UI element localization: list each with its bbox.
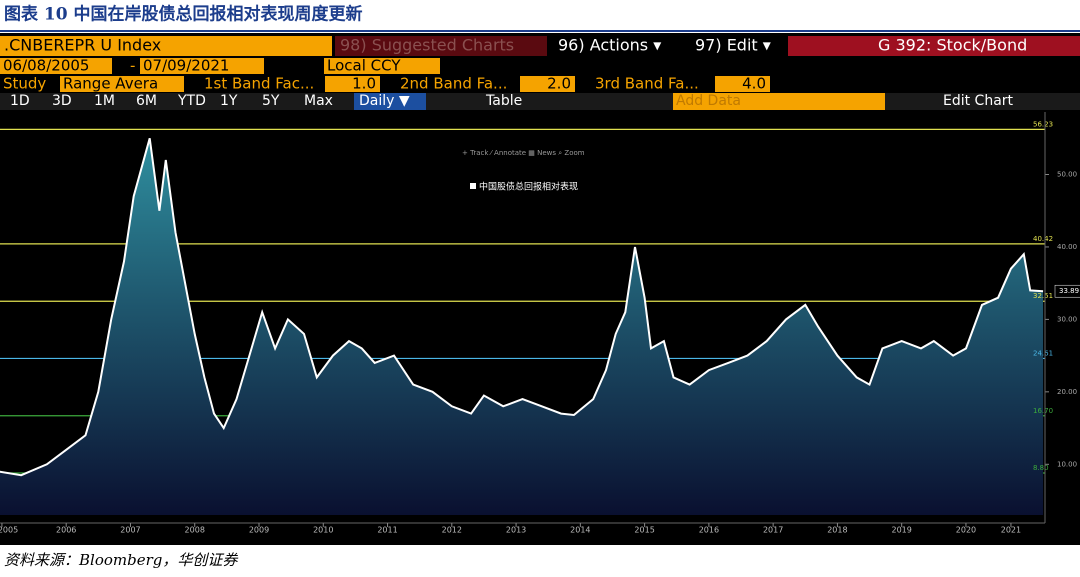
band-label: 1st Band Fac... <box>204 75 314 93</box>
band-label: 32.51 <box>1033 292 1053 300</box>
x-tick-label: 2007 <box>120 526 140 535</box>
x-tick-label: 2017 <box>763 526 783 535</box>
x-tick-label: 2006 <box>56 526 76 535</box>
x-tick-label: 2018 <box>827 526 847 535</box>
y-tick-label: 20.00 <box>1057 388 1077 396</box>
band-label: 56.23 <box>1033 120 1053 128</box>
legend-swatch <box>470 183 476 189</box>
x-tick-label: 2013 <box>506 526 526 535</box>
x-tick-label: 2012 <box>442 526 462 535</box>
table[interactable]: Table <box>485 93 522 109</box>
period-button[interactable]: 3D <box>52 93 72 109</box>
suggested: 98) Suggested Charts <box>340 36 514 55</box>
x-tick-label: 2019 <box>892 526 912 535</box>
x-tick-label: 2008 <box>185 526 205 535</box>
x-tick-label: 2015 <box>634 526 654 535</box>
band-label: 3rd Band Fa... <box>595 75 699 93</box>
caption: 图表 10 中国在岸股债总回报相对表现周度更新 <box>4 4 363 25</box>
band-value: 4.0 <box>742 75 766 93</box>
study: Study <box>3 75 46 93</box>
frequency: Daily ▼ <box>359 93 410 109</box>
add-data: Add Data <box>676 93 741 109</box>
function: G 392: Stock/Bond <box>878 36 1027 55</box>
x-tick-label: 2014 <box>570 526 590 535</box>
x-tick-label: 2005 <box>0 526 18 535</box>
x-tick-label: 2009 <box>249 526 269 535</box>
period-button[interactable]: 1D <box>10 93 30 109</box>
currency: Local CCY <box>327 57 401 75</box>
last-tag <box>1054 284 1080 298</box>
band-box[interactable] <box>325 76 380 92</box>
period-button[interactable]: 6M <box>136 93 157 109</box>
band-box[interactable] <box>520 76 575 92</box>
last-value: 33.89 <box>1059 287 1079 295</box>
period-button[interactable]: 1Y <box>220 93 238 109</box>
edit-chart[interactable]: Edit Chart <box>943 93 1014 109</box>
x-tick-label: 2021 <box>1001 526 1021 535</box>
band-label: 2nd Band Fa... <box>400 75 507 93</box>
start-date: 06/08/2005 <box>3 57 89 75</box>
x-tick-label: 2011 <box>377 526 397 535</box>
period-button[interactable]: YTD <box>177 93 206 109</box>
x-tick-label: 2020 <box>956 526 976 535</box>
source: 资料来源：Bloomberg，华创证券 <box>4 551 238 569</box>
add-data-box[interactable] <box>673 93 885 110</box>
period-bar <box>0 93 1080 110</box>
y-tick-label: 50.00 <box>1057 171 1077 179</box>
actions[interactable]: 96) Actions ▾ <box>558 36 661 55</box>
edit[interactable]: 97) Edit ▾ <box>695 36 771 55</box>
legend-label: 中国股债总回报相对表现 <box>479 181 578 193</box>
line <box>0 138 1044 477</box>
band-label: 8.80 <box>1033 464 1049 472</box>
period-button[interactable]: Max <box>304 93 333 109</box>
y-tick-label: 30.00 <box>1057 315 1077 323</box>
study-type: Range Avera <box>63 75 158 93</box>
band-value: 1.0 <box>352 75 376 93</box>
band-label: 40.42 <box>1033 235 1053 243</box>
band-box[interactable] <box>715 76 770 92</box>
area <box>0 138 1044 515</box>
function-box <box>788 36 1080 56</box>
y-tick-label: 10.00 <box>1057 460 1077 468</box>
start-box[interactable] <box>0 58 112 74</box>
freq-box[interactable] <box>354 93 426 110</box>
end-box[interactable] <box>140 58 264 74</box>
chart-tools[interactable]: + Track ⁄ Annotate ▦ News ⌕ Zoom <box>462 149 585 157</box>
ticker-box[interactable] <box>0 36 332 56</box>
study-box[interactable] <box>60 76 184 92</box>
x-tick-label: 2016 <box>699 526 719 535</box>
band-label: 24.61 <box>1033 349 1053 357</box>
band-value: 2.0 <box>547 75 571 93</box>
x-tick-label: 2010 <box>313 526 333 535</box>
y-tick-label: 40.00 <box>1057 243 1077 251</box>
ccy-box[interactable] <box>324 58 440 74</box>
period-button[interactable]: 1M <box>94 93 115 109</box>
band-label: 16.70 <box>1033 407 1053 415</box>
period-button[interactable]: 5Y <box>262 93 280 109</box>
end-date: 07/09/2021 <box>143 57 229 75</box>
dash: - <box>130 57 135 75</box>
ticker: .CNBEREPR U Index <box>4 36 161 55</box>
suggested-btn[interactable] <box>335 36 547 56</box>
